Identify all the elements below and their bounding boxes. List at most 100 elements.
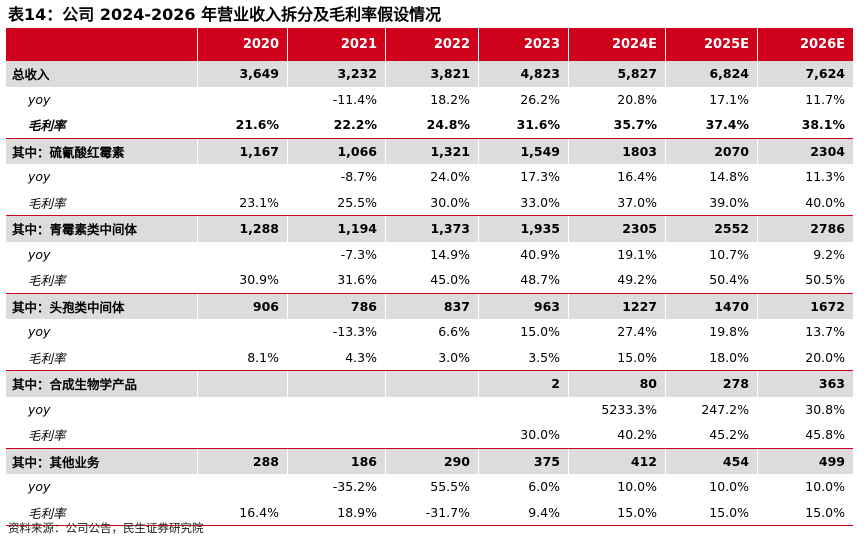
table-cell: 17.1% [709,91,749,107]
row-label: yoy [28,324,51,340]
table-cell: 2070 [665,138,757,164]
table-cell: 30.8% [805,401,845,417]
table-row: 毛利率 21.6% 22.2% 24.8% 31.6% 35.7% 37.4% 38.1% [6,112,853,139]
table-cell: 19.1% [617,246,657,262]
header-cell-2026e: 2026E [757,28,853,61]
table-row: 总收入 3,649 3,232 3,821 4,823 5,827 6,824 7,624 [6,61,853,87]
table-cell: 786 [287,293,385,319]
table-cell: 50.4% [709,272,749,288]
table-cell: 20.8% [617,91,657,107]
table-cell: 25.5% [337,194,377,210]
row-label: yoy [28,91,51,107]
table-row: 其中：头孢类中间体 906 786 837 963 1227 1470 1672 [6,293,853,319]
table-cell: 40.0% [805,194,845,210]
table-row: 其中：青霉素类中间体 1,288 1,194 1,373 1,935 2305 2552 27… [6,216,853,242]
table-cell [197,371,287,397]
table-cell: 454 [665,448,757,474]
row-label: 毛利率 [28,118,66,134]
table-cell: 837 [385,293,478,319]
table-cell: 9.4% [528,504,560,520]
table-cell: 23.1% [239,194,279,210]
row-label: yoy [28,169,51,185]
table-cell: 363 [757,371,853,397]
table-cell: 37.0% [617,194,657,210]
table-cell: 290 [385,448,478,474]
table-cell: 35.7% [613,117,657,133]
row-label: yoy [28,401,51,417]
table-row: 其中：合成生物学产品 2 80 278 363 [6,371,853,397]
table-cell: 1,167 [197,138,287,164]
table-cell: 18.9% [337,504,377,520]
table-body: 总收入 3,649 3,232 3,821 4,823 5,827 6,824 7,624 yo… [6,61,853,526]
table-cell: 247.2% [701,401,749,417]
source-note: 资料来源：公司公告，民生证券研究院 [8,521,204,535]
table-cell: 20.0% [805,349,845,365]
row-label: yoy [28,479,51,495]
table-cell: 2304 [757,138,853,164]
row-label: 总收入 [12,67,50,83]
table-cell: 2305 [568,216,665,242]
table-cell: 3,821 [385,61,478,87]
table-cell: 40.2% [617,427,657,443]
table-row: 其中：硫氰酸红霉素 1,167 1,066 1,321 1,549 1803 2070 230… [6,138,853,164]
table-cell: 6.6% [438,324,470,340]
table-cell: 7,624 [757,61,853,87]
row-label: 其中：青霉素类中间体 [12,222,138,238]
table-cell: 278 [665,371,757,397]
table-cell: 4,823 [478,61,568,87]
table-cell: 10.0% [709,479,749,495]
row-label: 毛利率 [28,273,66,289]
table-row: 毛利率 16.4% 18.9% -31.7% 9.4% 15.0% 15.0% 15.0% [6,500,853,526]
table-cell: 963 [478,293,568,319]
table-cell: 375 [478,448,568,474]
row-label: 毛利率 [28,505,66,521]
table-cell: 38.1% [801,117,845,133]
table-cell: 30.9% [239,272,279,288]
table-cell: 30.0% [520,427,560,443]
table-row: yoy -35.2% 55.5% 6.0% 10.0% 10.0% 10.0% [6,474,853,500]
table-cell: 2 [478,371,568,397]
table-cell: 15.0% [709,504,749,520]
table-cell: 13.7% [805,324,845,340]
table-cell: -8.7% [340,169,377,185]
table-cell: 16.4% [239,504,279,520]
table-row: 毛利率 23.1% 25.5% 30.0% 33.0% 37.0% 39.0% 40.0% [6,190,853,216]
row-label: 毛利率 [28,350,66,366]
table-cell: 18.0% [709,349,749,365]
table-cell: 39.0% [709,194,749,210]
table-cell: 10.7% [709,246,749,262]
table-cell: 3,649 [197,61,287,87]
header-cell-2023: 2023 [478,28,568,61]
table-cell: 1,194 [287,216,385,242]
revenue-table: 2020 2021 2022 2023 2024E 2025E 2026E 总收… [6,28,853,526]
table-cell: 1,935 [478,216,568,242]
table-row: 毛利率 30.0% 40.2% 45.2% 45.8% [6,422,853,449]
table-cell: 9.2% [813,246,845,262]
table-cell: 1227 [568,293,665,319]
table-cell: 15.0% [520,324,560,340]
table-cell: 18.2% [430,91,470,107]
table-cell: 40.9% [520,246,560,262]
table-title: 表14：公司 2024-2026 年营业收入拆分及毛利率假设情况 [8,5,442,24]
row-label: 其中：硫氰酸红霉素 [12,144,125,160]
row-label: yoy [28,246,51,262]
table-cell: 11.3% [805,169,845,185]
table-cell: 15.0% [617,349,657,365]
table-cell: 1,549 [478,138,568,164]
table-row: 毛利率 30.9% 31.6% 45.0% 48.7% 49.2% 50.4% 50.5% [6,267,853,294]
row-label: 其中：其他业务 [12,454,100,470]
table-cell: 24.0% [430,169,470,185]
table-row: 其中：其他业务 288 186 290 375 412 454 499 [6,448,853,474]
table-row: yoy 5233.3% 247.2% 30.8% [6,397,853,423]
table-cell: 11.7% [805,91,845,107]
table-cell: 499 [757,448,853,474]
table-cell: 24.8% [426,117,470,133]
table-cell: 14.9% [430,246,470,262]
row-label: 毛利率 [28,428,66,444]
table-cell: 15.0% [805,504,845,520]
table-cell: 1,321 [385,138,478,164]
table-cell: 3.5% [528,349,560,365]
table-cell: 10.0% [617,479,657,495]
table-cell: 1672 [757,293,853,319]
table-cell: 412 [568,448,665,474]
